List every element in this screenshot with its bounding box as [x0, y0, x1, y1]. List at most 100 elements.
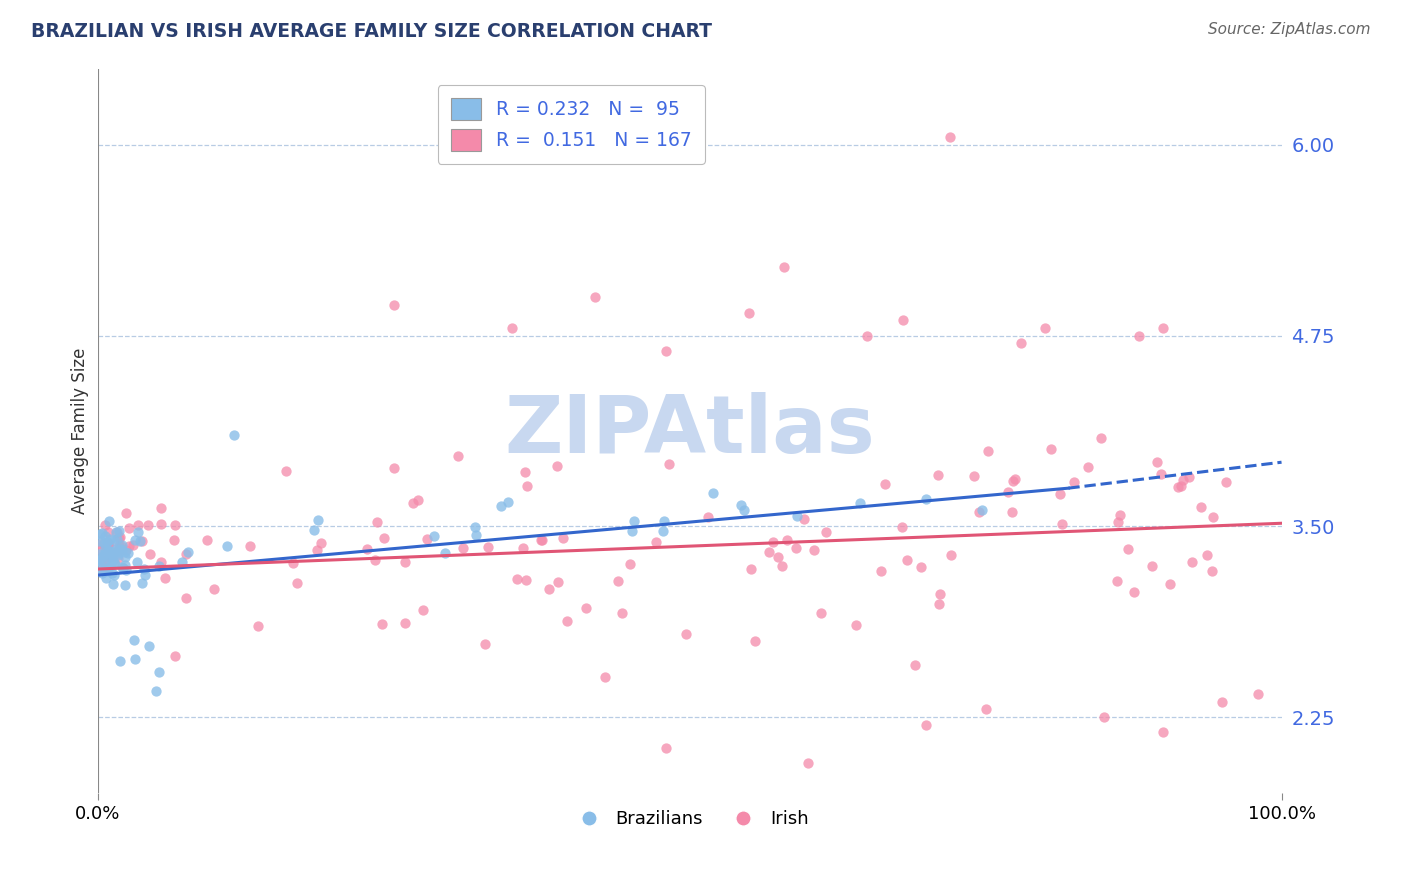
Point — [974, 702, 997, 716]
Point — [402, 496, 425, 510]
Point — [447, 449, 470, 463]
Point — [131, 534, 153, 549]
Point — [758, 545, 780, 559]
Point — [793, 511, 815, 525]
Point — [770, 558, 793, 573]
Point — [744, 633, 766, 648]
Point — [477, 540, 499, 554]
Point — [621, 524, 644, 539]
Point — [89, 560, 111, 574]
Point — [762, 535, 785, 549]
Point — [309, 536, 332, 550]
Point — [489, 499, 512, 513]
Point — [702, 485, 724, 500]
Point — [962, 469, 984, 483]
Point — [110, 542, 132, 557]
Point — [108, 544, 131, 558]
Point — [163, 517, 186, 532]
Point — [530, 533, 553, 548]
Point — [100, 548, 122, 562]
Point — [100, 550, 122, 565]
Point — [768, 550, 790, 565]
Point — [96, 534, 118, 549]
Point — [1150, 467, 1173, 481]
Point — [98, 537, 121, 551]
Point — [124, 533, 146, 547]
Point — [610, 606, 633, 620]
Point — [655, 343, 678, 358]
Point — [104, 541, 127, 556]
Point — [239, 539, 262, 553]
Point — [90, 563, 112, 577]
Point — [870, 565, 893, 579]
Point — [148, 559, 170, 574]
Point — [177, 545, 200, 559]
Point — [740, 562, 762, 576]
Point — [928, 587, 950, 601]
Point — [111, 543, 134, 558]
Point — [305, 542, 328, 557]
Point — [928, 597, 950, 611]
Point — [1202, 509, 1225, 524]
Point — [451, 541, 474, 556]
Point — [124, 651, 146, 665]
Point — [555, 614, 578, 628]
Point — [105, 532, 128, 546]
Point — [730, 499, 752, 513]
Point — [619, 557, 641, 571]
Point — [464, 520, 486, 534]
Point — [96, 544, 118, 558]
Point — [103, 533, 125, 548]
Point — [114, 506, 136, 520]
Point — [127, 517, 149, 532]
Point — [131, 575, 153, 590]
Point — [89, 526, 111, 541]
Point — [1146, 455, 1168, 469]
Point — [94, 543, 117, 558]
Point — [891, 519, 914, 533]
Point — [516, 479, 538, 493]
Point — [939, 549, 962, 563]
Point — [202, 582, 225, 596]
Point — [651, 524, 673, 538]
Point — [546, 458, 568, 473]
Point — [90, 566, 112, 580]
Point — [373, 531, 395, 545]
Point — [145, 683, 167, 698]
Point — [776, 533, 799, 547]
Point — [786, 508, 808, 523]
Point — [274, 464, 297, 478]
Point — [94, 542, 117, 557]
Point — [138, 639, 160, 653]
Point — [108, 539, 131, 553]
Point — [394, 555, 416, 569]
Point — [593, 670, 616, 684]
Point — [1247, 687, 1270, 701]
Point — [506, 572, 529, 586]
Point — [114, 549, 136, 564]
Point — [162, 533, 184, 547]
Point — [89, 543, 111, 558]
Point — [163, 649, 186, 664]
Point — [87, 547, 110, 561]
Point — [1189, 500, 1212, 515]
Point — [997, 484, 1019, 499]
Point — [96, 539, 118, 553]
Point — [364, 552, 387, 566]
Point — [174, 591, 197, 605]
Point — [623, 514, 645, 528]
Point — [977, 444, 1000, 458]
Point — [1195, 549, 1218, 563]
Point — [307, 513, 329, 527]
Point — [108, 654, 131, 668]
Point — [134, 568, 156, 582]
Point — [94, 561, 117, 575]
Point — [1039, 442, 1062, 456]
Point — [553, 531, 575, 545]
Point — [93, 547, 115, 561]
Point — [122, 538, 145, 552]
Point — [697, 509, 720, 524]
Point — [96, 535, 118, 549]
Point — [110, 560, 132, 574]
Text: ZIPAtlas: ZIPAtlas — [505, 392, 875, 470]
